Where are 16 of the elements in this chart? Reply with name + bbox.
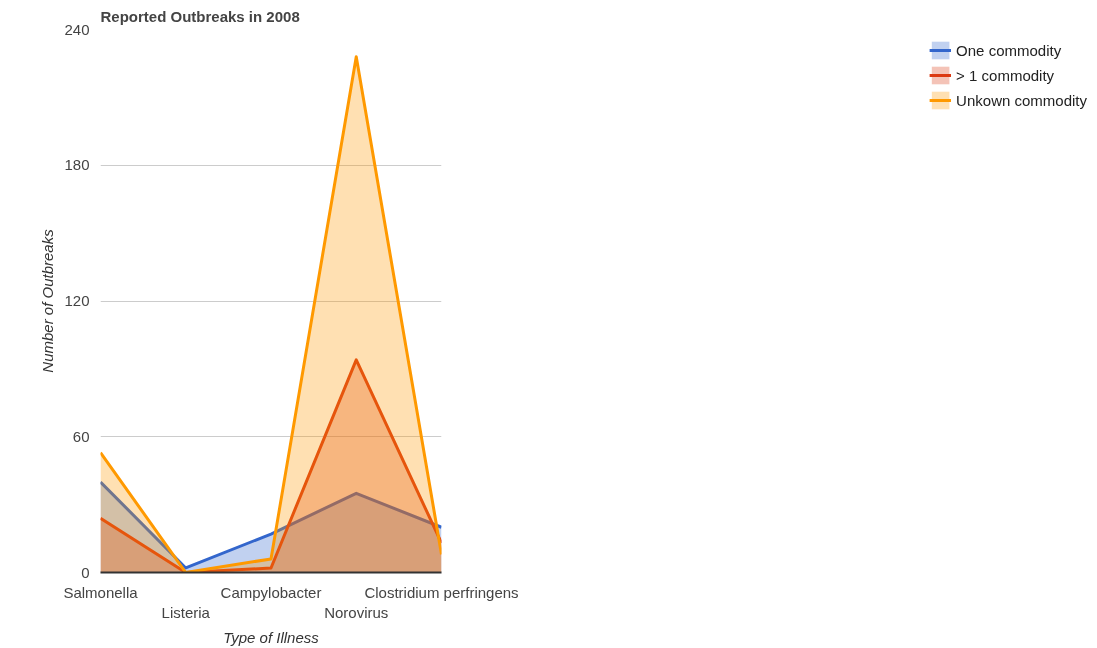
x-tick-label: Listeria <box>161 603 211 621</box>
y-axis-title: Number of Outbreaks <box>39 228 57 373</box>
legend-label: > 1 commodity <box>956 66 1055 84</box>
legend-label: One commodity <box>956 41 1062 59</box>
legend-label: Unkown commodity <box>956 91 1087 109</box>
y-tick-label: 240 <box>64 20 90 38</box>
x-tick-label: Campylobacter <box>220 583 322 601</box>
chart-title: Reported Outbreaks in 2008 <box>100 7 300 25</box>
x-axis-title: Type of Illness <box>223 628 320 646</box>
y-tick-label: 180 <box>64 156 90 174</box>
x-tick-label: Norovirus <box>324 603 389 621</box>
y-tick-label: 120 <box>64 292 90 309</box>
y-tick-label: 60 <box>72 427 90 445</box>
x-tick-label: Clostridium perfringens <box>364 583 519 601</box>
x-tick-label: Salmonella <box>63 583 139 601</box>
y-tick-label: 0 <box>81 563 90 581</box>
